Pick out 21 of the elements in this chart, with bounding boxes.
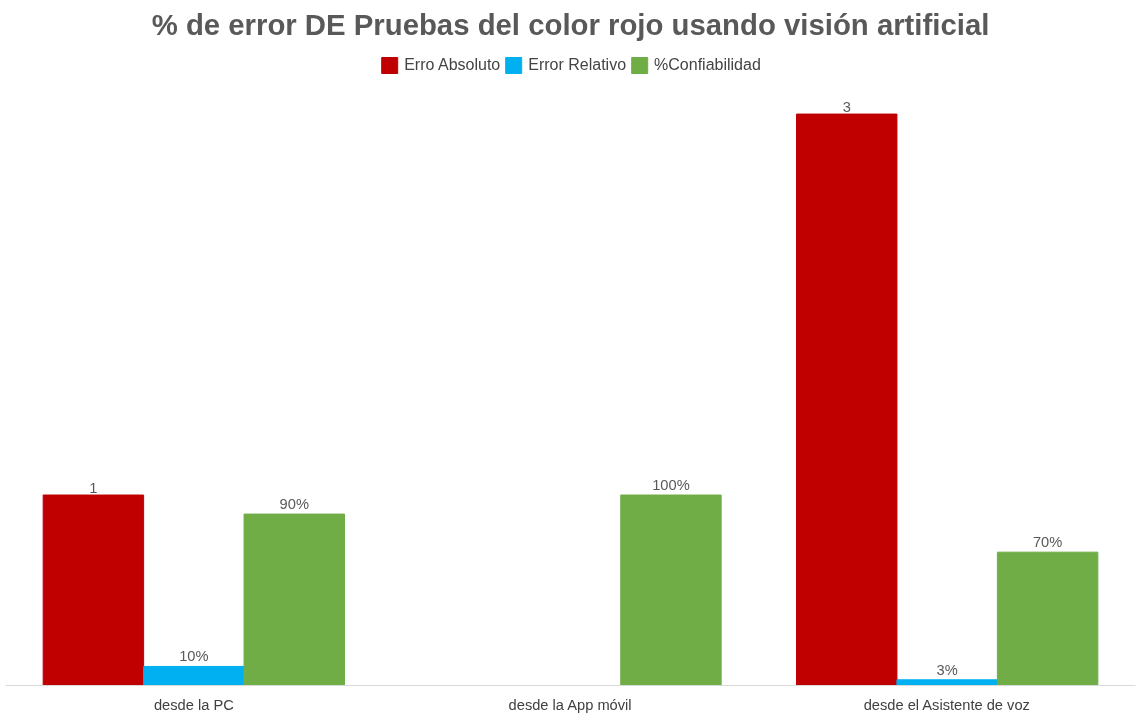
x-tick-label: desde la App móvil <box>508 696 632 713</box>
legend-label: %Confiabilidad <box>654 56 761 74</box>
data-label: 100% <box>652 477 690 494</box>
data-label: 1 <box>89 480 98 497</box>
legend-label: Error Relativo <box>528 56 627 74</box>
data-label: 90% <box>279 496 309 513</box>
bar <box>620 494 722 686</box>
bar <box>143 665 245 686</box>
bar <box>243 513 345 686</box>
chart-title: % de error DE Pruebas del color rojo usando visión artificial <box>151 7 990 41</box>
data-label: 70% <box>1032 534 1063 551</box>
bar <box>896 679 998 686</box>
data-label: 3% <box>936 661 958 678</box>
bar <box>796 113 898 686</box>
bar <box>42 494 145 686</box>
x-tick-label: desde la PC <box>153 696 235 713</box>
legend-label: Erro Absoluto <box>404 56 501 74</box>
data-label: 10% <box>179 648 209 665</box>
x-tick-label: desde el Asistente de voz <box>863 696 1030 713</box>
data-label: 3 <box>842 99 851 116</box>
bar <box>996 551 1099 686</box>
